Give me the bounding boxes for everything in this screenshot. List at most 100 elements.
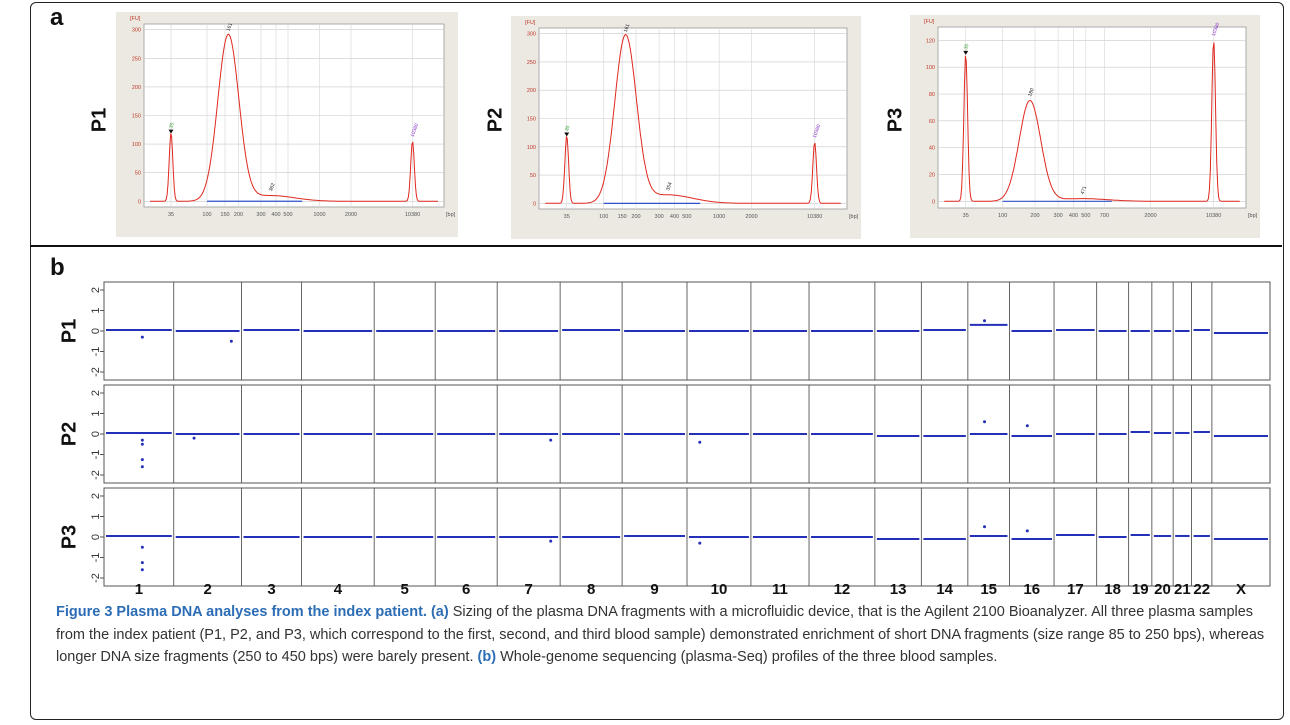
y-tick-label: 1 (90, 513, 102, 519)
y-tick-label: 0 (90, 431, 102, 437)
peak-label: 10380 (410, 123, 420, 138)
peak-label: 354 (665, 181, 674, 191)
y-tick-label: 300 (527, 32, 536, 38)
outlier-point (549, 539, 553, 543)
x-tick-label: 400 (271, 212, 280, 218)
electropherogram-p2: 0 50 100 150 200 250 300 35 100 150 200 300 400 500 10… (484, 16, 861, 239)
x-tick-label: 10380 (1206, 213, 1221, 219)
x-tick-label: 2000 (1144, 213, 1156, 219)
y-tick-label: 250 (132, 56, 141, 62)
y-tick-label: 150 (132, 114, 141, 120)
x-tick-label: 700 (1100, 213, 1109, 219)
y-tick-label: 0 (90, 534, 102, 540)
marker-triangle (564, 132, 570, 137)
peak-label: 35 (564, 125, 572, 132)
x-tick-label: 150 (220, 212, 229, 218)
x-tick-label: 2000 (745, 214, 757, 220)
x-tick-label: 400 (670, 214, 679, 220)
x-tick-label: 100 (202, 212, 211, 218)
outlier-point (1025, 424, 1029, 428)
chromosome-label-5: 5 (401, 581, 409, 598)
chromosome-label-7: 7 (524, 581, 532, 598)
x-tick-label: 500 (1081, 213, 1090, 219)
row-label-p3: P3 (58, 525, 80, 549)
row-label-p2: P2 (484, 108, 506, 132)
y-tick-label: 100 (527, 145, 536, 151)
x-tick-label: 100 (599, 214, 608, 220)
outlier-point (983, 420, 987, 424)
row-label-p3: P3 (884, 108, 906, 132)
outlier-point (140, 561, 144, 565)
x-axis-unit: [bp] (446, 212, 456, 218)
y-tick-label: 250 (527, 60, 536, 66)
chromosome-label-4: 4 (334, 581, 343, 598)
chromosome-label-15: 15 (980, 581, 997, 598)
chromosome-label-6: 6 (462, 581, 470, 598)
outlier-point (140, 335, 144, 339)
chromosome-label-18: 18 (1104, 581, 1121, 598)
caption-part-b-text: Whole-genome sequencing (plasma-Seq) pro… (496, 649, 998, 665)
peak-label: 10380 (812, 124, 822, 139)
outlier-point (140, 458, 144, 462)
chromosome-label-13: 13 (890, 581, 907, 598)
x-axis-unit: [bp] (1248, 213, 1258, 219)
chromosome-label-12: 12 (834, 581, 851, 598)
y-tick-label: 60 (929, 119, 935, 125)
profile-row-p2: 2 1 0 -1 -2 P2 (58, 384, 1271, 484)
chromosome-label-8: 8 (587, 581, 595, 598)
y-tick-label: 0 (138, 199, 141, 205)
y-tick-label: 0 (533, 201, 536, 207)
x-tick-label: 35 (168, 212, 174, 218)
peak-label: 471 (1080, 185, 1089, 195)
caption-part-a-text: Sizing of the plasma DNA fragments with … (56, 604, 1265, 665)
marker-triangle (168, 129, 174, 134)
chromosome-label-X: X (1236, 581, 1246, 598)
outlier-point (698, 541, 702, 545)
electropherogram-p1: 0 50 100 150 200 250 300 35 100 150 200 300 400 500 10… (88, 12, 458, 237)
chromosome-label-20: 20 (1154, 581, 1171, 598)
chromosome-label-21: 21 (1174, 581, 1191, 598)
outlier-point (983, 319, 987, 323)
peak-label: 180 (1027, 87, 1036, 97)
y-tick-label: 0 (90, 328, 102, 334)
x-tick-label: 35 (564, 214, 570, 220)
x-tick-label: 500 (283, 212, 292, 218)
row-label-p1: P1 (58, 319, 80, 343)
electropherogram-p3: 0 20 40 60 80 100 120 35 100 200 300 400 500 700 2000 1… (884, 15, 1260, 238)
chromosome-label-11: 11 (772, 581, 788, 598)
x-tick-label: 1000 (313, 212, 325, 218)
chromosome-label-3: 3 (267, 581, 275, 598)
y-tick-label: -2 (90, 367, 102, 377)
x-tick-label: 2000 (345, 212, 357, 218)
outlier-point (192, 436, 196, 440)
y-tick-label: 40 (929, 146, 935, 152)
y-tick-label: 300 (132, 28, 141, 34)
y-tick-label: 100 (132, 142, 141, 148)
trace-line (545, 34, 841, 204)
x-tick-label: 400 (1069, 213, 1078, 219)
outlier-point (229, 339, 233, 343)
plot-area (937, 26, 1247, 209)
x-tick-label: 100 (998, 213, 1007, 219)
y-axis-unit: [FU] (130, 16, 141, 22)
x-tick-label: 1000 (713, 214, 725, 220)
outlier-point (1025, 529, 1029, 533)
chromosome-label-14: 14 (936, 581, 953, 598)
y-axis-unit: [FU] (525, 20, 536, 26)
y-tick-label: 150 (527, 117, 536, 123)
y-tick-label: 80 (929, 92, 935, 98)
panel-a-letter: a (50, 4, 64, 31)
y-tick-label: 100 (926, 65, 935, 71)
x-tick-label: 35 (963, 213, 969, 219)
chromosome-label-22: 22 (1193, 581, 1210, 598)
panel-b-letter: b (50, 254, 65, 281)
y-tick-label: 20 (929, 172, 935, 178)
y-tick-label: 50 (530, 173, 536, 179)
y-tick-label: -1 (90, 347, 102, 357)
profile-row-p3: 2 1 0 -1 -2 P3 (58, 487, 1271, 587)
x-tick-label: 500 (682, 214, 691, 220)
peak-label: 35 (168, 122, 176, 129)
y-tick-label: 2 (90, 493, 102, 499)
